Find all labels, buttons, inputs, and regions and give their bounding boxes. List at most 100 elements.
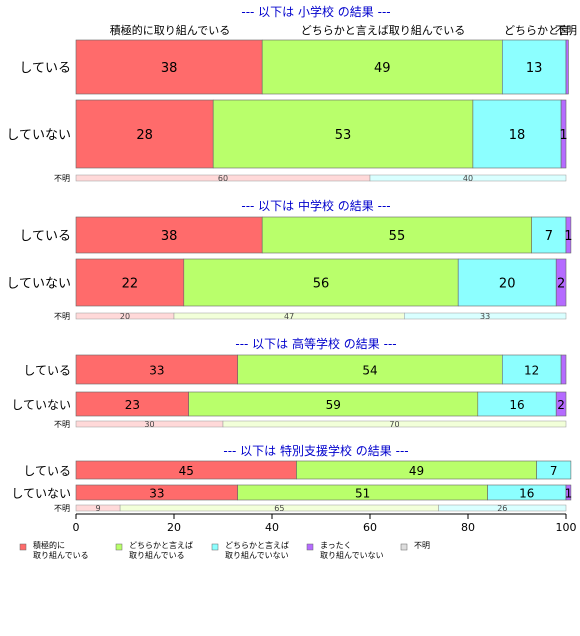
- legend-label: どちらかと言えば: [129, 540, 193, 550]
- panel-title: --- 以下は 小学校 の結果 ---: [241, 4, 390, 19]
- fumei-bar-segment: [222, 420, 567, 428]
- bar-segment: [237, 354, 503, 385]
- bar-value-label: 16: [509, 398, 524, 412]
- bar-value-label: 33: [149, 364, 164, 378]
- bar-value-label: 53: [335, 128, 352, 143]
- bar-segment: [555, 258, 567, 307]
- bar-value-label: 12: [524, 364, 539, 378]
- bar-value-label: 56: [313, 277, 330, 292]
- fumei-value-label: 47: [284, 312, 294, 321]
- fumei-value-label: 30: [144, 420, 154, 429]
- panel-title: --- 以下は 高等学校 の結果 ---: [235, 336, 396, 351]
- bar-segment: [565, 39, 569, 95]
- x-tick-label: 80: [461, 521, 475, 534]
- row-label: していない: [6, 277, 71, 292]
- bar-segment: [477, 391, 557, 417]
- row-label: している: [19, 61, 71, 76]
- fumei-value-label: 65: [274, 504, 284, 513]
- legend-swatch: [400, 543, 408, 551]
- bar-segment: [183, 258, 459, 307]
- bar-value-label: 16: [519, 487, 534, 501]
- row-label: していない: [11, 398, 71, 412]
- bar-value-label: 45: [179, 464, 194, 478]
- bar-value-label: 2: [557, 277, 565, 292]
- legend-label: 取り組んでいない: [320, 550, 384, 560]
- row-label: している: [19, 229, 71, 244]
- bar-segment: [560, 99, 567, 169]
- bar-segment: [261, 39, 503, 95]
- fumei-bar-segment: [438, 504, 567, 512]
- panel-title: --- 以下は 中学校 の結果 ---: [241, 198, 390, 213]
- bar-segment: [555, 391, 567, 417]
- bar-segment: [75, 354, 238, 385]
- bar-segment: [212, 99, 474, 169]
- fumei-value-label: 40: [463, 174, 473, 183]
- legend-label: どちらかと言えば: [225, 540, 289, 550]
- top-category-label: どちらかと言: [504, 24, 570, 37]
- top-category-label: 積極的に取り組んでいる: [110, 23, 230, 37]
- bar-value-label: 49: [409, 464, 424, 478]
- fumei-row-label: 不明: [54, 174, 70, 183]
- top-category-label: 不明: [555, 24, 577, 37]
- bar-segment: [75, 258, 185, 307]
- legend-label: 取り組んでいない: [225, 550, 289, 560]
- bar-value-label: 23: [125, 398, 140, 412]
- bar-segment: [261, 216, 533, 254]
- panel-title: --- 以下は 特別支援学校 の結果 ---: [223, 443, 408, 458]
- bar-value-label: 1: [564, 229, 572, 244]
- legend-swatch: [115, 543, 123, 551]
- x-tick-label: 60: [363, 521, 377, 534]
- x-tick-label: 0: [73, 521, 80, 534]
- bar-value-label: 7: [545, 229, 553, 244]
- bar-value-label: 28: [136, 128, 153, 143]
- row-label: していない: [11, 487, 71, 501]
- bar-segment: [75, 216, 263, 254]
- legend-label: 積極的に: [33, 540, 65, 550]
- fumei-value-label: 9: [96, 504, 101, 513]
- bar-value-label: 13: [526, 61, 543, 76]
- legend-label: まったく: [320, 541, 352, 550]
- legend-label: 不明: [414, 541, 430, 550]
- bar-segment: [501, 354, 562, 385]
- fumei-row-label: 不明: [54, 504, 70, 513]
- bar-value-label: 55: [389, 229, 406, 244]
- bar-value-label: 20: [499, 277, 516, 292]
- bar-value-label: 38: [161, 61, 178, 76]
- top-category-label: どちらかと言えば取り組んでいる: [301, 24, 465, 37]
- bar-segment: [188, 391, 479, 417]
- bar-value-label: 33: [149, 487, 164, 501]
- legend-swatch: [19, 543, 27, 551]
- bar-value-label: 38: [161, 229, 178, 244]
- fumei-bar-segment: [404, 312, 567, 320]
- bar-value-label: 54: [362, 364, 377, 378]
- fumei-value-label: 33: [480, 312, 490, 321]
- fumei-value-label: 60: [218, 174, 228, 183]
- bar-segment: [75, 99, 214, 169]
- bar-value-label: 49: [374, 61, 391, 76]
- fumei-value-label: 26: [497, 504, 507, 513]
- row-label: していない: [6, 128, 71, 143]
- x-tick-label: 20: [167, 521, 181, 534]
- bar-value-label: 2: [557, 398, 565, 412]
- x-tick-label: 40: [265, 521, 279, 534]
- bar-segment: [472, 99, 562, 169]
- legend-label: 取り組んでいる: [129, 550, 185, 560]
- bar-segment: [457, 258, 557, 307]
- row-label: している: [23, 464, 71, 478]
- bar-value-label: 22: [122, 277, 139, 292]
- bar-segment: [560, 354, 567, 385]
- fumei-row-label: 不明: [54, 420, 70, 429]
- bar-value-label: 1: [559, 128, 567, 143]
- fumei-value-label: 70: [389, 420, 399, 429]
- bar-value-label: 18: [509, 128, 526, 143]
- x-tick-label: 100: [556, 521, 577, 534]
- fumei-row-label: 不明: [54, 312, 70, 321]
- bar-value-label: 59: [326, 398, 341, 412]
- legend-swatch: [306, 543, 314, 551]
- bar-value-label: 7: [550, 464, 558, 478]
- row-label: している: [23, 364, 71, 378]
- legend-swatch: [211, 543, 219, 551]
- legend-label: 取り組んでいる: [33, 550, 89, 560]
- fumei-bar-segment: [369, 174, 567, 182]
